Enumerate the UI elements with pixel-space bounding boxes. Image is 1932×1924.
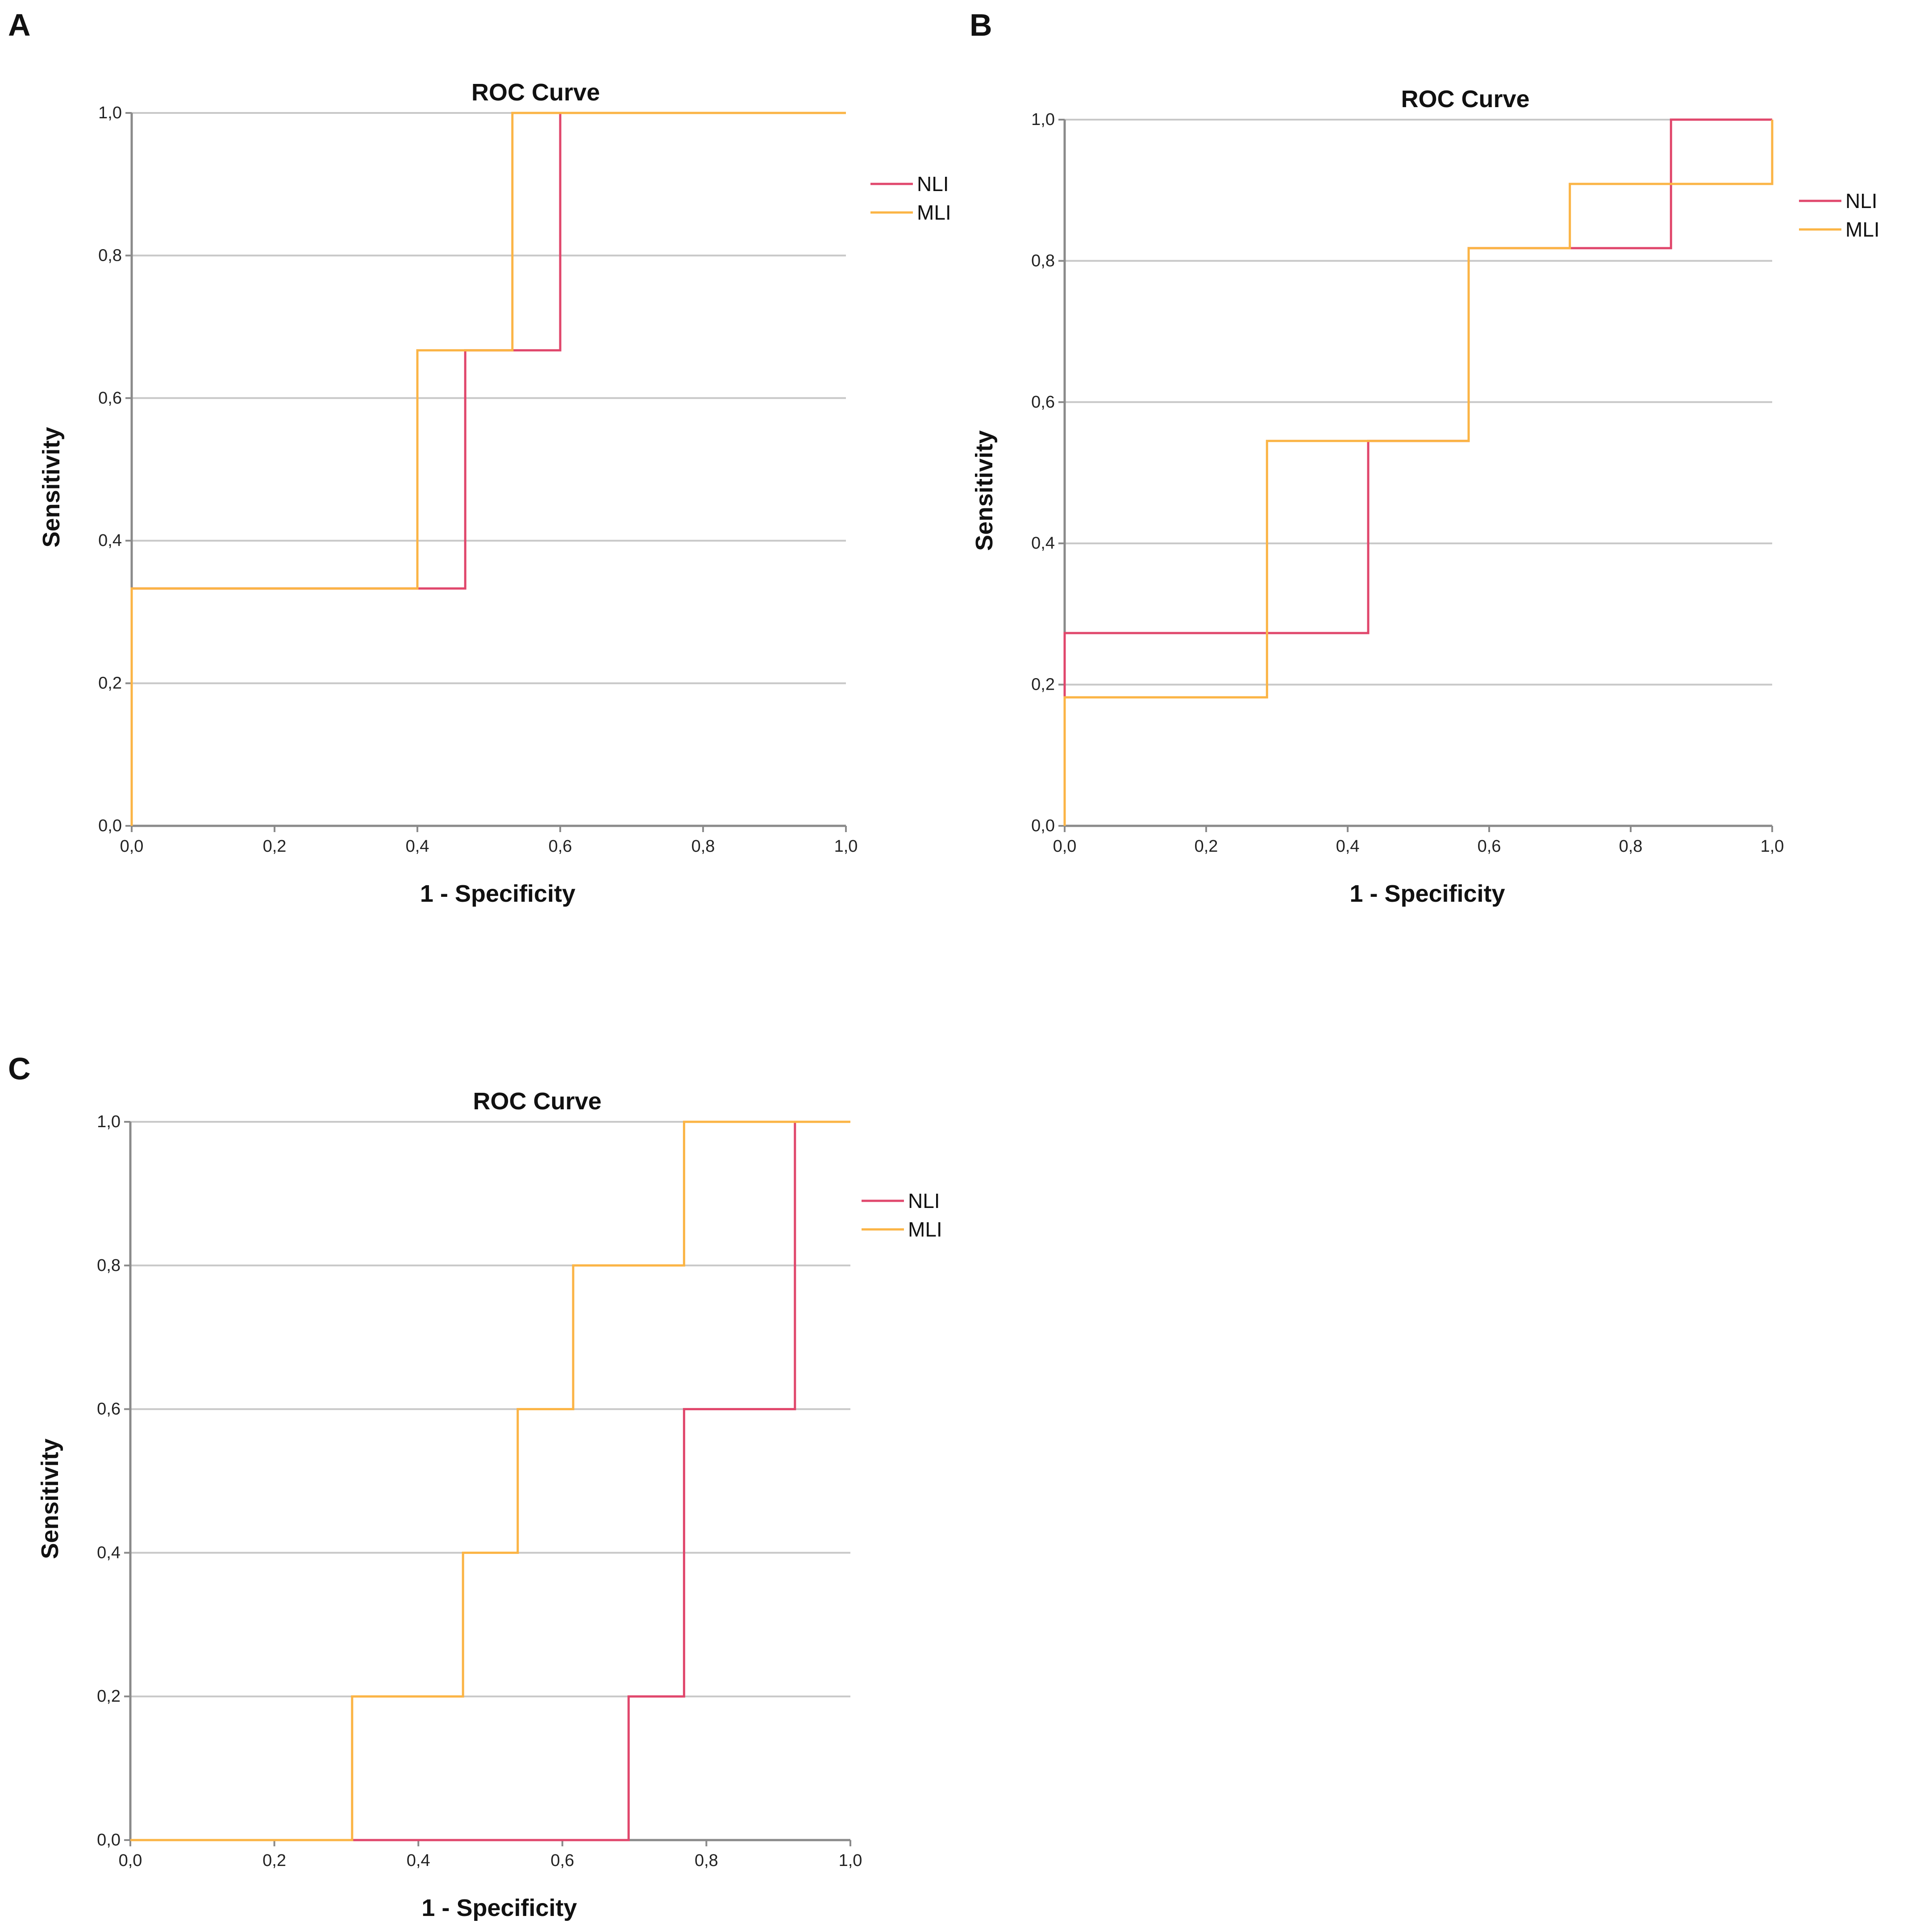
x-tick-label: 1,0 <box>834 837 858 856</box>
series-line-mli <box>1063 120 1774 826</box>
chart-title: ROC Curve <box>1401 86 1529 112</box>
y-tick-label: 0,4 <box>98 531 122 550</box>
y-tick-label: 0,0 <box>1031 816 1055 835</box>
x-tick-label: 1,0 <box>839 1851 862 1870</box>
x-tick-label: 0,2 <box>262 1851 286 1870</box>
series-line-nli <box>130 1120 850 1841</box>
x-tick-label: 0,4 <box>1336 837 1360 856</box>
y-tick-label: 0,4 <box>1031 534 1055 553</box>
legend-label-mli: MLI <box>1845 218 1880 241</box>
y-tick-label: 0,6 <box>98 389 122 408</box>
y-axis-label: Sensitivity <box>37 1438 63 1559</box>
x-tick-label: 0,2 <box>263 837 287 856</box>
x-tick-label: 0,6 <box>549 837 572 856</box>
chart-title: ROC Curve <box>471 79 600 106</box>
x-tick-label: 0,8 <box>691 837 715 856</box>
legend-label-mli: MLI <box>917 201 951 224</box>
chart-panel-b: B ROC Curve 0,0 0,2 0,4 0,6 0,8 1,0 0,0 0,2 0,4 0,6… <box>970 8 1880 907</box>
x-tick-label: 0,6 <box>550 1851 574 1870</box>
x-tick-label: 0,4 <box>407 1851 430 1870</box>
x-tick-label: 1,0 <box>1761 837 1784 856</box>
x-axis-label: 1 - Specificity <box>1349 880 1505 907</box>
chart-panel-c: C ROC Curve 0,0 0,2 0,4 0,6 0,8 1,0 0,0 0,2 0,4 0,6… <box>8 1051 942 1921</box>
y-tick-label: 1,0 <box>1031 110 1055 129</box>
y-tick-label: 1,0 <box>98 104 122 122</box>
y-tick-label: 0,0 <box>98 816 122 835</box>
y-tick-label: 0,6 <box>1031 393 1055 412</box>
y-tick-label: 1,0 <box>97 1112 121 1131</box>
y-tick-label: 0,8 <box>97 1256 121 1275</box>
panel-letter: A <box>8 8 31 42</box>
y-tick-label: 0,0 <box>97 1831 121 1849</box>
series-line-mli <box>130 1120 850 1841</box>
x-axis-label: 1 - Specificity <box>420 880 575 907</box>
x-axis-label: 1 - Specificity <box>421 1895 577 1921</box>
panel-letter: B <box>970 8 992 42</box>
y-axis-label: Sensitivity <box>971 430 998 551</box>
panel-letter: C <box>8 1051 31 1086</box>
chart-panel-a: A ROC Curve 0,0 0,2 0,4 0,6 0,8 1,0 0,0 0,2 0,4 0,6… <box>8 8 951 907</box>
x-tick-label: 0,4 <box>406 837 429 856</box>
x-tick-label: 0,6 <box>1478 837 1501 856</box>
x-tick-label: 0,0 <box>119 1851 142 1870</box>
y-tick-label: 0,2 <box>97 1687 121 1706</box>
legend-label-nli: NLI <box>1845 189 1878 212</box>
chart-title: ROC Curve <box>473 1088 601 1115</box>
y-tick-label: 0,8 <box>98 246 122 265</box>
series-line-mli <box>130 112 846 826</box>
series-line-nli <box>1063 118 1772 826</box>
y-tick-label: 0,4 <box>97 1543 121 1562</box>
y-axis-label: Sensitivity <box>38 427 65 547</box>
x-tick-label: 0,0 <box>1053 837 1077 856</box>
y-tick-label: 0,2 <box>98 674 122 693</box>
x-tick-label: 0,8 <box>695 1851 718 1870</box>
y-tick-label: 0,2 <box>1031 675 1055 694</box>
legend-label-mli: MLI <box>908 1218 942 1241</box>
y-tick-label: 0,8 <box>1031 251 1055 270</box>
x-tick-label: 0,8 <box>1619 837 1643 856</box>
legend-label-nli: NLI <box>908 1189 940 1212</box>
legend-label-nli: NLI <box>917 172 949 196</box>
x-tick-label: 0,0 <box>120 837 144 856</box>
x-tick-label: 0,2 <box>1195 837 1218 856</box>
series-line-nli <box>130 112 846 826</box>
y-tick-label: 0,6 <box>97 1400 121 1419</box>
